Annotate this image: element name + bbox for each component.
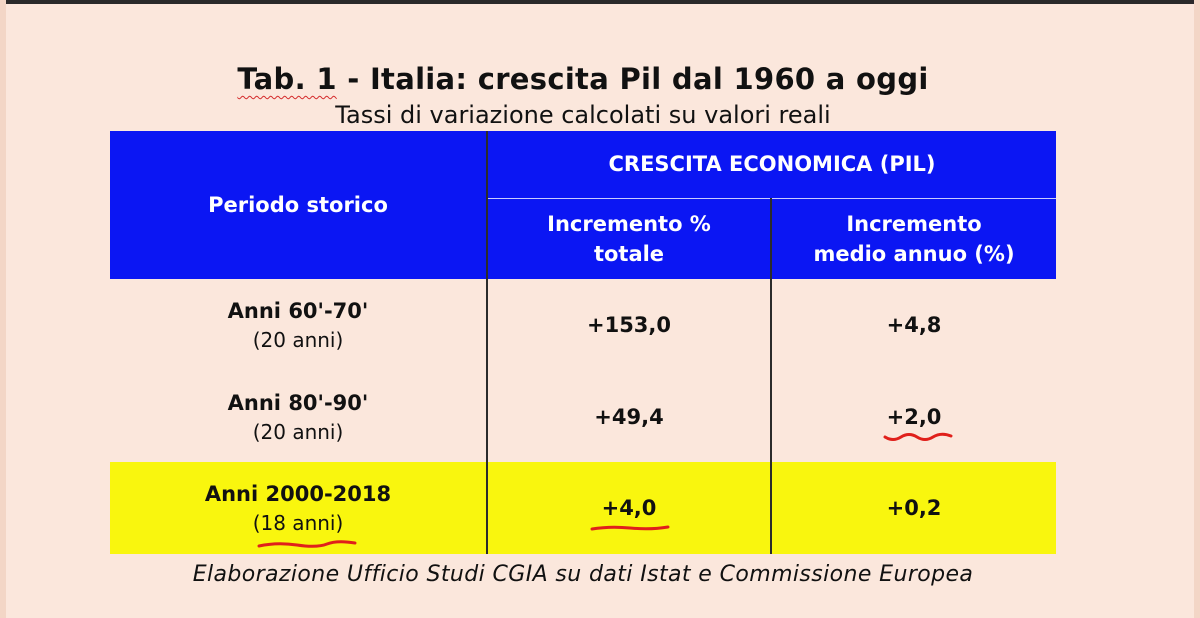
- annual-increase-value: +4,8: [886, 313, 942, 337]
- red-underline-mark: [590, 525, 670, 531]
- title-prefix: Tab. 1: [237, 62, 337, 96]
- header-total-increase: Incremento % totale: [486, 197, 771, 279]
- total-increase-cell: +4,0: [486, 462, 771, 554]
- header-annual-increase: Incremento medio annuo (%): [769, 197, 1057, 279]
- total-increase-cell: +153,0: [486, 279, 771, 371]
- period-cell: Anni 80'-90' (20 anni): [110, 371, 487, 462]
- period-cell: Anni 2000-2018 (18 anni): [110, 462, 487, 554]
- total-increase-value: +4,0: [601, 496, 657, 520]
- period-label: Anni 2000-2018: [204, 482, 392, 506]
- total-increase-value: +49,4: [594, 404, 664, 429]
- annual-increase-value-highlighted: +2,0: [883, 404, 953, 441]
- table-row: Anni 80'-90' (20 anni) +49,4 +2,0: [110, 371, 1057, 462]
- period-years: (18 anni): [110, 509, 486, 548]
- red-underline-mark: [883, 432, 953, 441]
- period-years-close: ): [335, 511, 344, 535]
- table-title: Tab. 1 - Italia: crescita Pil dal 1960 a…: [0, 62, 1166, 96]
- total-increase-value: +153,0: [586, 313, 672, 337]
- header-annual-line1: Incremento: [846, 211, 982, 236]
- table-subtitle: Tassi di variazione calcolati su valori …: [335, 101, 831, 129]
- period-label: Anni 60'-70': [227, 299, 369, 323]
- annual-increase-value: +0,2: [886, 496, 942, 520]
- total-increase-value-highlighted: +4,0: [590, 496, 670, 531]
- header-total-line1: Incremento %: [547, 211, 711, 236]
- screen-right-edge: [1194, 0, 1200, 618]
- red-underline-mark: [257, 540, 356, 548]
- header-annual-line2: medio annuo (%): [813, 241, 1015, 266]
- annual-increase-cell: +0,2: [769, 462, 1057, 554]
- annual-increase-value: +2,0: [886, 404, 942, 429]
- screen-top-edge: [0, 0, 1200, 4]
- header-total-line2: totale: [593, 241, 665, 266]
- period-label: Anni 80'-90': [227, 390, 369, 415]
- period-years: (20 anni): [252, 328, 344, 352]
- title-text: - Italia: crescita Pil dal 1960 a oggi: [336, 62, 929, 96]
- source-note: Elaborazione Ufficio Studi CGIA su dati …: [192, 562, 974, 587]
- table-row: Anni 60'-70' (20 anni) +153,0 +4,8: [110, 279, 1057, 371]
- annual-increase-cell: +4,8: [769, 279, 1057, 371]
- header-period: Periodo storico: [110, 131, 487, 279]
- header-period-label: Periodo storico: [208, 193, 388, 217]
- gdp-growth-table: Periodo storico CRESCITA ECONOMICA (PIL)…: [110, 131, 1057, 554]
- annual-increase-cell: +2,0: [769, 371, 1057, 462]
- period-years-highlighted: 18 anni: [257, 509, 356, 548]
- table-row-highlighted: Anni 2000-2018 (18 anni) +4,0 +0,2: [110, 462, 1057, 554]
- period-cell: Anni 60'-70' (20 anni): [110, 279, 487, 371]
- screen-left-edge: [0, 0, 6, 618]
- header-group-label: CRESCITA ECONOMICA (PIL): [608, 152, 936, 177]
- period-years-inner: 18 anni: [260, 511, 336, 535]
- period-years-open: (: [252, 511, 261, 535]
- total-increase-cell: +49,4: [486, 371, 771, 462]
- period-years: (20 anni): [252, 419, 344, 444]
- header-economic-growth: CRESCITA ECONOMICA (PIL): [485, 131, 1057, 198]
